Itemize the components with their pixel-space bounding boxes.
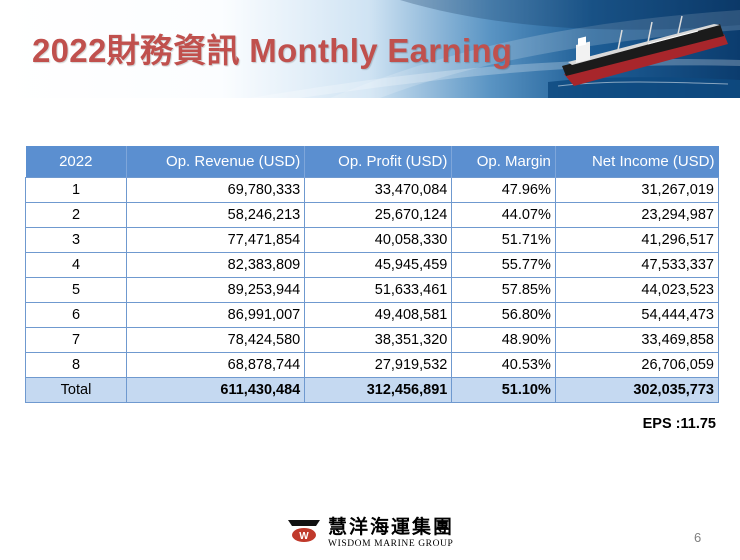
month-cell: 8 — [25, 352, 127, 378]
table-row: 5 89,253,944 51,633,461 57.85% 44,023,52… — [25, 277, 720, 303]
page-number: 6 — [694, 530, 702, 545]
profit-cell: 27,919,532 — [304, 352, 453, 378]
cargo-ship-icon — [548, 15, 740, 98]
column-header-profit: Op. Profit (USD) — [304, 146, 452, 178]
banner-background — [250, 0, 740, 98]
profit-cell: 38,351,320 — [304, 327, 453, 353]
net-income-cell: 26,706,059 — [554, 352, 720, 378]
margin-cell: 44.07% — [451, 202, 556, 228]
wisdom-logo-icon: W — [288, 520, 320, 542]
company-name-english: WISDOM MARINE GROUP — [328, 539, 454, 549]
net-income-cell: 31,267,019 — [554, 177, 720, 203]
profit-cell: 51,633,461 — [304, 277, 453, 303]
month-cell: 4 — [25, 252, 127, 278]
column-header-revenue: Op. Revenue (USD) — [125, 146, 305, 178]
month-cell: 2 — [25, 202, 127, 228]
column-header-margin: Op. Margin — [451, 146, 556, 178]
revenue-cell: 89,253,944 — [125, 277, 306, 303]
profit-cell: 40,058,330 — [304, 227, 453, 253]
column-header-net-income: Net Income (USD) — [554, 146, 719, 178]
earnings-table: 2022 Op. Revenue (USD) Op. Profit (USD) … — [25, 146, 720, 403]
table-row: 2 58,246,213 25,670,124 44.07% 23,294,98… — [25, 202, 720, 228]
net-income-cell: 33,469,858 — [554, 327, 720, 353]
net-income-cell: 41,296,517 — [554, 227, 720, 253]
total-net-income-cell: 302,035,773 — [554, 377, 720, 403]
table-total-row: Total 611,430,484 312,456,891 51.10% 302… — [25, 377, 720, 403]
total-margin-cell: 51.10% — [451, 377, 556, 403]
margin-cell: 57.85% — [451, 277, 556, 303]
page-title: 2022財務資訊 Monthly Earning — [32, 32, 513, 69]
margin-cell: 51.71% — [451, 227, 556, 253]
margin-cell: 47.96% — [451, 177, 556, 203]
table-row: 8 68,878,744 27,919,532 40.53% 26,706,05… — [25, 352, 720, 378]
margin-cell: 48.90% — [451, 327, 556, 353]
month-cell: 1 — [25, 177, 127, 203]
net-income-cell: 47,533,337 — [554, 252, 720, 278]
table-header-row: 2022 Op. Revenue (USD) Op. Profit (USD) … — [25, 146, 719, 178]
revenue-cell: 78,424,580 — [125, 327, 306, 353]
company-name-chinese: 慧洋海運集團 — [328, 516, 455, 538]
net-income-cell: 54,444,473 — [554, 302, 720, 328]
month-cell: 6 — [25, 302, 127, 328]
month-cell: 5 — [25, 277, 127, 303]
revenue-cell: 77,471,854 — [125, 227, 306, 253]
net-income-cell: 23,294,987 — [554, 202, 720, 228]
total-label-cell: Total — [25, 377, 127, 403]
profit-cell: 33,470,084 — [304, 177, 453, 203]
total-revenue-cell: 611,430,484 — [125, 377, 306, 403]
table-row: 6 86,991,007 49,408,581 56.80% 54,444,47… — [25, 302, 720, 328]
net-income-cell: 44,023,523 — [554, 277, 720, 303]
revenue-cell: 86,991,007 — [125, 302, 306, 328]
eps-value: EPS :11.75 — [642, 416, 716, 432]
margin-cell: 56.80% — [451, 302, 556, 328]
revenue-cell: 58,246,213 — [125, 202, 306, 228]
month-cell: 7 — [25, 327, 127, 353]
logo-mark-letter: W — [299, 531, 309, 542]
header-banner: 2022財務資訊 Monthly Earning — [0, 0, 740, 98]
column-header-year: 2022 — [25, 146, 127, 178]
table-row: 7 78,424,580 38,351,320 48.90% 33,469,85… — [25, 327, 720, 353]
profit-cell: 49,408,581 — [304, 302, 453, 328]
margin-cell: 55.77% — [451, 252, 556, 278]
margin-cell: 40.53% — [451, 352, 556, 378]
table-row: 4 82,383,809 45,945,459 55.77% 47,533,33… — [25, 252, 720, 278]
month-cell: 3 — [25, 227, 127, 253]
company-logo: W 慧洋海運集團 WISDOM MARINE GROUP — [286, 512, 466, 552]
profit-cell: 45,945,459 — [304, 252, 453, 278]
table-row: 3 77,471,854 40,058,330 51.71% 41,296,51… — [25, 227, 720, 253]
profit-cell: 25,670,124 — [304, 202, 453, 228]
revenue-cell: 82,383,809 — [125, 252, 306, 278]
total-profit-cell: 312,456,891 — [304, 377, 453, 403]
revenue-cell: 69,780,333 — [125, 177, 306, 203]
revenue-cell: 68,878,744 — [125, 352, 306, 378]
table-row: 1 69,780,333 33,470,084 47.96% 31,267,01… — [25, 177, 720, 203]
